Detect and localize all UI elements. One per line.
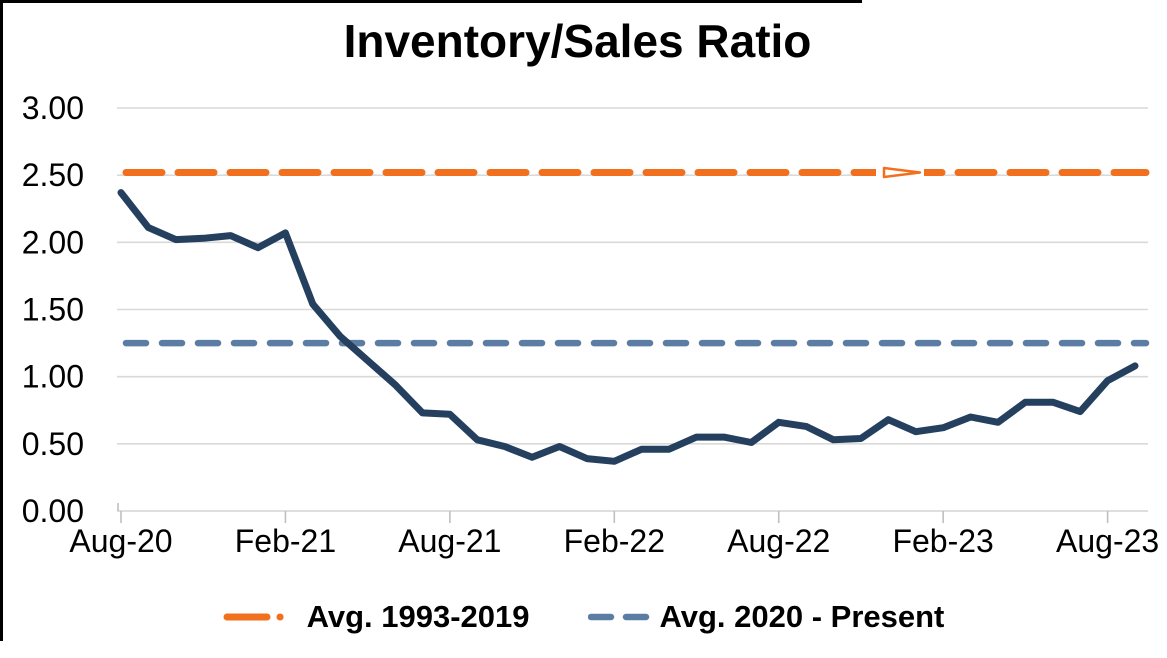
svg-text:Aug-21: Aug-21 [398,523,501,559]
legend-item-avg-2020-present: Avg. 2020 - Present [587,599,945,635]
chart-title: Inventory/Sales Ratio [343,15,812,67]
legend-item-avg-1993-2019: Avg. 1993-2019 [223,599,530,635]
svg-text:Feb-22: Feb-22 [564,523,665,559]
dash-artifact [876,164,924,181]
legend-label-avg-1993-2019: Avg. 1993-2019 [306,599,530,634]
svg-text:2.00: 2.00 [22,224,84,260]
svg-text:2.50: 2.50 [22,157,84,193]
svg-text:Feb-21: Feb-21 [235,523,336,559]
long-dash-dot-sample-icon [223,613,299,621]
x-axis-labels: Aug-20 Feb-21 Aug-21 Feb-22 Aug-22 Feb-23 Aug-… [69,523,1159,559]
svg-text:Aug-23: Aug-23 [1056,523,1159,559]
x-axis-ticks [117,503,1109,523]
y-axis-labels: 0.00 0.50 1.00 1.50 2.00 2.50 3.00 [22,90,84,529]
svg-text:Aug-22: Aug-22 [727,523,830,559]
svg-text:0.50: 0.50 [22,426,84,462]
chart-legend: Avg. 1993-2019 Avg. 2020 - Present [0,597,1167,637]
svg-text:Aug-20: Aug-20 [69,523,172,559]
svg-text:0.00: 0.00 [22,493,84,529]
frame-border-top [0,0,862,3]
svg-text:1.50: 1.50 [22,292,84,328]
frame-border-left [0,0,3,641]
ratio-line [117,189,1139,465]
svg-text:Feb-23: Feb-23 [892,523,993,559]
dash-sample-icon [587,613,652,621]
svg-text:1.00: 1.00 [22,359,84,395]
svg-text:3.00: 3.00 [22,90,84,126]
legend-label-avg-2020-present: Avg. 2020 - Present [659,599,945,634]
